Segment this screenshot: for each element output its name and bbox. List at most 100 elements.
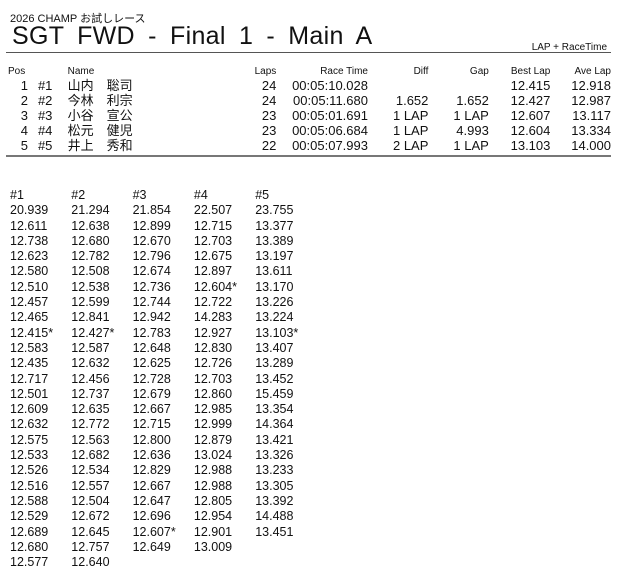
result-row: 4 #4 松元 健児 23 00:05:06.684 1 LAP 4.993 12.604 13… [8,123,611,138]
cell-best-lap: 12.427 [510,93,551,108]
cell-car: #4 [37,123,53,138]
lap-time: 12.674 [132,264,171,279]
lap-time: 12.703 [193,233,233,248]
lap-column: #4 22.507 12.715 12.703 12.675 12.897 12.604* 1… [194,188,254,555]
lap-time: 13.326 [255,448,294,463]
lap-time: 12.599 [71,295,110,310]
cell-car: #3 [37,108,53,123]
lap-time: 12.829 [132,463,171,478]
lap-time: 12.667 [132,478,171,493]
lap-time: 12.860 [193,386,233,401]
header-laps: Laps [254,65,277,77]
cell-pos: 2 [20,93,28,108]
lap-time: 12.830 [193,340,233,355]
lap-time: 13.377 [255,218,294,233]
cell-gap: 1 LAP [453,138,489,153]
lap-time: 12.670 [132,233,171,248]
lap-column-header: #3 [132,188,147,202]
lap-time: 12.985 [193,402,233,417]
cell-car: #2 [37,93,53,108]
lap-time: 14.283 [193,310,233,325]
lap-time: 13.024 [193,448,233,463]
lap-time: 12.587 [71,340,110,355]
header-race-time: Race Time [320,65,368,77]
lap-time: 12.557 [71,478,110,493]
lap-time: 12.588 [10,493,49,508]
lap-time: 12.533 [10,448,49,463]
lap-time: 12.672 [71,509,110,524]
lap-time: 12.632 [71,356,110,371]
lap-column: #3 21.854 12.899 12.670 12.796 12.674 12.736 12… [133,188,193,555]
lap-time: 12.640 [71,555,110,570]
lap-time: 12.607* [132,524,176,539]
lap-time: 12.465 [10,310,49,325]
results-table: Pos Name Laps Race Time Diff Gap Best Lap Ave L… [8,64,611,154]
lap-time: 12.722 [193,295,233,310]
cell-pos: 3 [20,108,28,123]
lap-time: 12.675 [193,249,233,264]
cell-name: 小谷 宣公 [67,108,133,123]
lap-time: 12.679 [132,386,171,401]
title-divider [6,52,611,53]
lap-time: 13.452 [255,371,294,386]
lap-time: 12.604* [193,279,237,294]
cell-laps: 23 [261,123,277,138]
lap-time: 12.689 [10,524,49,539]
lap-time: 12.649 [132,539,171,554]
lap-time: 20.939 [10,203,49,218]
cell-gap: 4.993 [456,123,489,138]
lap-time: 12.757 [71,539,110,554]
results-header-row: Pos Name Laps Race Time Diff Gap Best Lap Ave L… [8,64,611,78]
lap-time: 12.632 [10,417,49,432]
cell-race-time: 00:05:06.684 [292,123,368,138]
result-row: 3 #3 小谷 宣公 23 00:05:01.691 1 LAP 1 LAP 12.607 13… [8,108,611,123]
cell-diff [368,78,428,93]
cell-ave-lap: 13.117 [572,108,611,123]
cell-best-lap: 12.607 [510,108,551,123]
header-best-lap: Best Lap [510,65,551,77]
lap-time: 12.456 [71,371,110,386]
lap-time: 12.526 [10,463,49,478]
lap-time: 12.728 [132,371,171,386]
lap-time: 22.507 [193,203,233,218]
cell-race-time: 00:05:01.691 [292,108,368,123]
cell-laps: 23 [261,108,277,123]
lap-time: 12.647 [132,493,171,508]
result-row: 5 #5 井上 秀和 22 00:05:07.993 2 LAP 1 LAP 13.103 14… [8,138,611,153]
report-mode-label: LAP + RaceTime [531,42,607,53]
lap-time: 12.577 [10,555,49,570]
header-gap: Gap [469,65,489,77]
lap-time: 12.625 [132,356,171,371]
lap-time: 12.645 [71,524,110,539]
lap-time: 12.680 [10,539,49,554]
cell-car: #5 [37,138,53,153]
lap-time: 15.459 [255,386,294,401]
lap-column-header: #4 [193,188,208,202]
lap-time: 13.103* [255,325,299,340]
cell-best-lap: 13.103 [510,138,551,153]
lap-time: 12.510 [10,279,49,294]
lap-time: 12.529 [10,509,49,524]
lap-column-header: #2 [71,188,86,202]
cell-name: 松元 健児 [67,123,133,138]
lap-time: 12.800 [132,432,171,447]
lap-time: 12.715 [132,417,171,432]
cell-laps: 24 [261,93,277,108]
cell-ave-lap: 14.000 [571,138,611,153]
lap-time: 12.703 [193,371,233,386]
lap-time: 14.488 [255,509,294,524]
lap-time: 12.575 [10,432,49,447]
lap-column: #1 20.939 12.611 12.738 12.623 12.580 12.510 12… [10,188,70,570]
lap-time: 12.609 [10,402,49,417]
lap-time: 12.538 [71,279,110,294]
cell-race-time: 00:05:07.993 [292,138,368,153]
lap-time: 13.451 [255,524,294,539]
lap-time: 13.289 [255,356,294,371]
lap-time: 12.648 [132,340,171,355]
header-ave-lap: Ave Lap [574,65,611,77]
lap-time: 13.392 [255,493,294,508]
cell-pos: 4 [20,123,28,138]
lap-time: 13.407 [255,340,294,355]
lap-time: 13.305 [255,478,294,493]
lap-time: 12.782 [71,249,110,264]
